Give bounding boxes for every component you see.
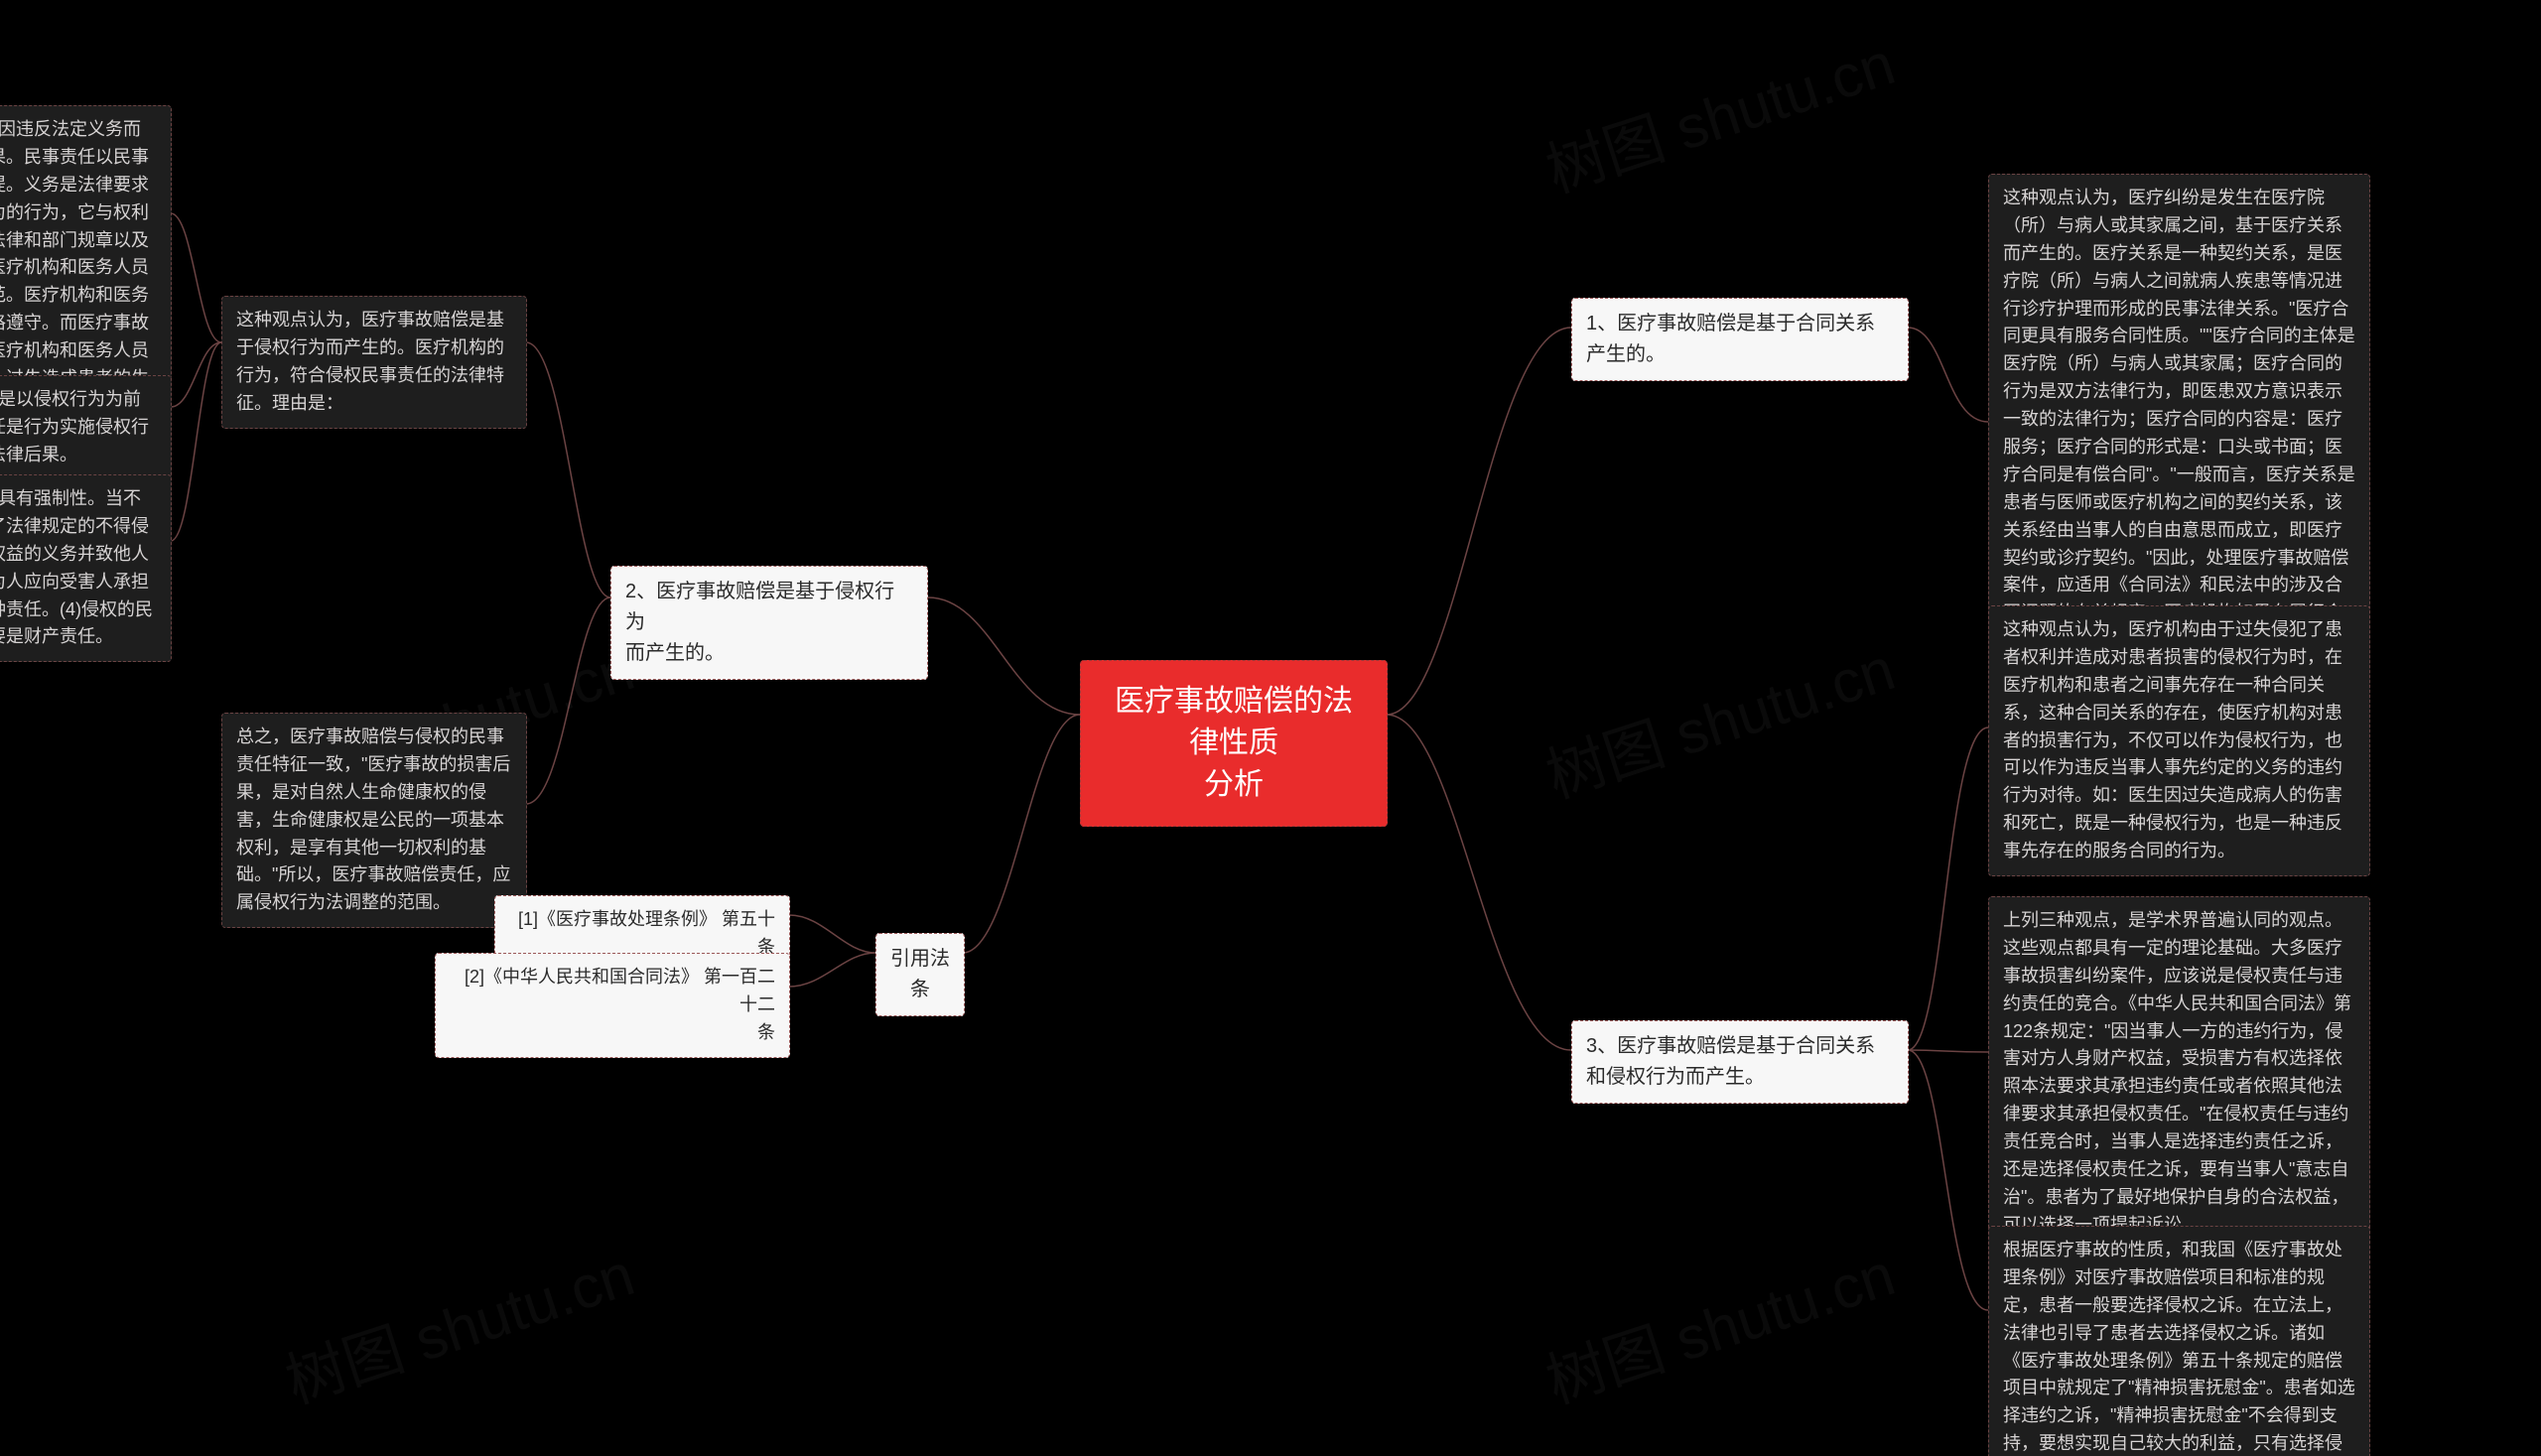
branch-3-detail-3[interactable]: 根据医疗事故的性质，和我国《医疗事故处理条例》对医疗事故赔偿项目和标准的规定，患… [1988, 1226, 2370, 1456]
branch-1[interactable]: 1、医疗事故赔偿是基于合同关系产生的。 [1571, 298, 1909, 381]
branch-2-summary[interactable]: 总之，医疗事故赔偿与侵权的民事责任特征一致，"医疗事故的损害后果，是对自然人生命… [221, 713, 527, 928]
cite-2[interactable]: [2]《中华人民共和国合同法》 第一百二十二条 [435, 953, 790, 1058]
root-node[interactable]: 医疗事故赔偿的法律性质分析 [1080, 660, 1388, 827]
watermark: 树图 shutu.cn [273, 1227, 643, 1420]
mindmap-canvas: 树图 shutu.cn 树图 shutu.cn 树图 shutu.cn 树图 s… [0, 0, 2541, 1456]
branch-3-detail-1[interactable]: 这种观点认为，医疗机构由于过失侵犯了患者权利并造成对患者损害的侵权行为时，在医疗… [1988, 605, 2370, 876]
watermark: 树图 shutu.cn [1534, 16, 1904, 209]
branch-2-intro[interactable]: 这种观点认为，医疗事故赔偿是基于侵权行为而产生的。医疗机构的行为，符合侵权民事责… [221, 296, 527, 429]
watermark: 树图 shutu.cn [1534, 1227, 1904, 1420]
branch-2[interactable]: 2、医疗事故赔偿是基于侵权行为而产生的。 [610, 566, 928, 680]
branch-cite[interactable]: 引用法条 [875, 933, 965, 1016]
branch-2-p2[interactable]: （2）这种责任是以侵权行为为前提，而侵权责任是行为实施侵权行为所应承担的法律后果… [0, 375, 172, 480]
branch-3-detail-2[interactable]: 上列三种观点，是学术界普遍认同的观点。这些观点都具有一定的理论基础。大多医疗事故… [1988, 896, 2370, 1251]
branch-2-p3[interactable]: （3）侵权责任具有强制性。当不法行为人违反了法律规定的不得侵害他人的合法权益的义… [0, 474, 172, 662]
watermark: 树图 shutu.cn [1534, 621, 1904, 815]
branch-3[interactable]: 3、医疗事故赔偿是基于合同关系和侵权行为而产生。 [1571, 1020, 1909, 1104]
